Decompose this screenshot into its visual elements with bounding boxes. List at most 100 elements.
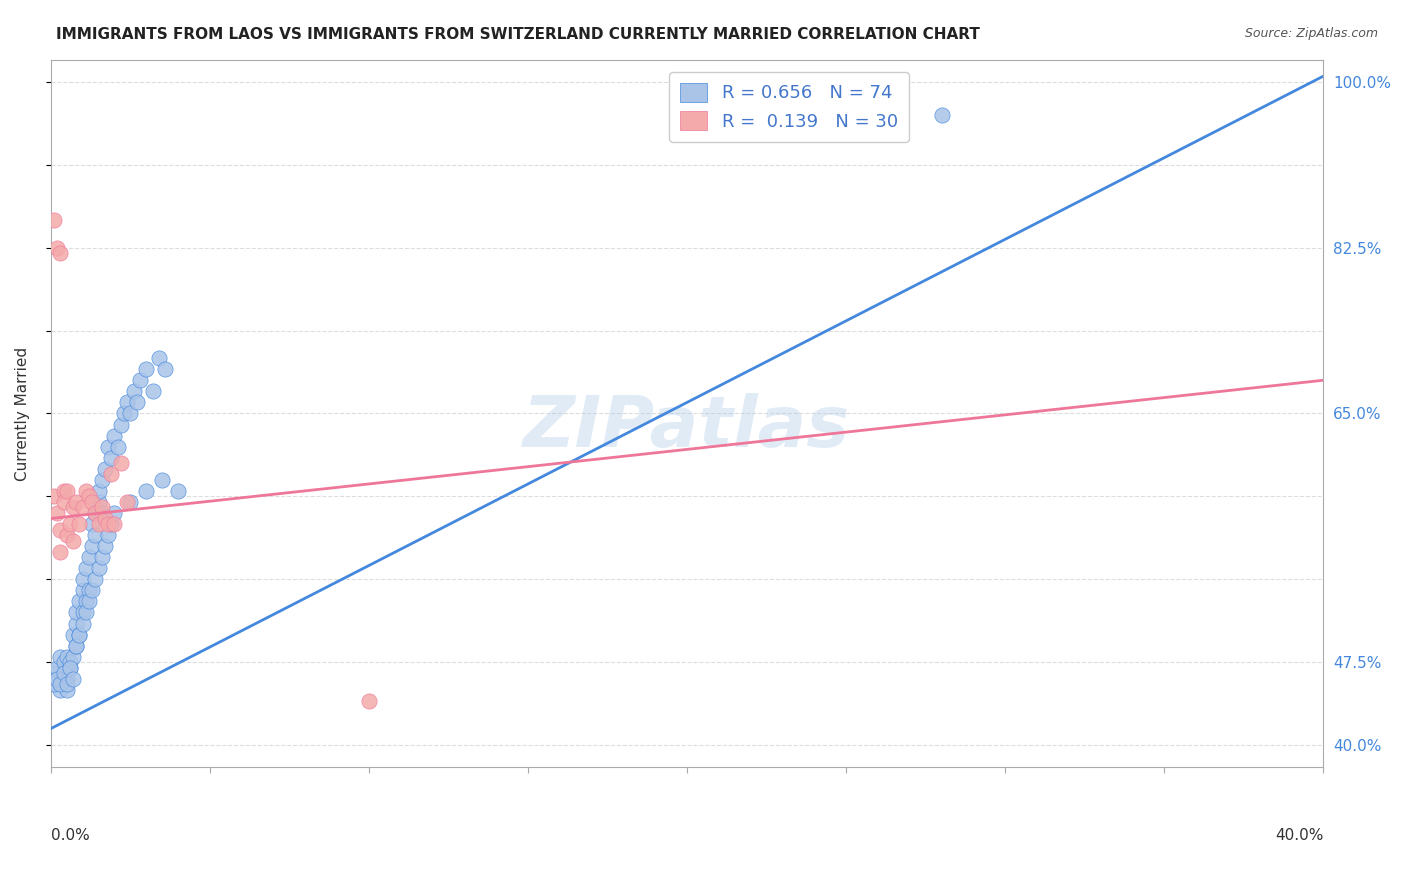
Point xyxy=(52,672,75,686)
Point xyxy=(75,606,97,620)
Point xyxy=(155,362,177,376)
Text: 40.0%: 40.0% xyxy=(1275,828,1323,843)
Point xyxy=(135,362,157,376)
Point xyxy=(142,384,165,399)
Point xyxy=(82,583,104,598)
Point xyxy=(87,561,110,575)
Point xyxy=(77,550,100,565)
Point xyxy=(72,500,94,515)
Point xyxy=(52,483,75,498)
Point xyxy=(122,384,145,399)
Point xyxy=(42,666,65,681)
Point xyxy=(167,483,190,498)
Point xyxy=(49,682,72,697)
Point xyxy=(84,506,107,520)
Point xyxy=(59,516,82,531)
Point xyxy=(72,572,94,586)
Point xyxy=(87,483,110,498)
Text: Source: ZipAtlas.com: Source: ZipAtlas.com xyxy=(1244,27,1378,40)
Point xyxy=(82,495,104,509)
Point xyxy=(97,528,120,542)
Point xyxy=(97,516,120,531)
Point xyxy=(65,495,87,509)
Point xyxy=(59,661,82,675)
Point xyxy=(94,461,117,475)
Point xyxy=(90,473,112,487)
Point xyxy=(49,544,72,558)
Point xyxy=(65,639,87,653)
Legend: R = 0.656   N = 74, R =  0.139   N = 30: R = 0.656 N = 74, R = 0.139 N = 30 xyxy=(669,72,908,142)
Point xyxy=(100,467,122,482)
Point xyxy=(49,246,72,260)
Point xyxy=(62,500,84,515)
Point xyxy=(77,489,100,503)
Point xyxy=(115,395,138,409)
Point xyxy=(77,583,100,598)
Point xyxy=(87,516,110,531)
Text: ZIPatlas: ZIPatlas xyxy=(523,393,851,462)
Point xyxy=(46,506,69,520)
Point xyxy=(55,649,77,664)
Point xyxy=(52,655,75,669)
Point xyxy=(90,506,112,520)
Point xyxy=(49,649,72,664)
Point xyxy=(103,506,125,520)
Point xyxy=(72,616,94,631)
Point xyxy=(97,440,120,454)
Point xyxy=(62,672,84,686)
Point xyxy=(84,506,107,520)
Point xyxy=(77,594,100,608)
Point xyxy=(59,661,82,675)
Point xyxy=(69,627,91,641)
Point xyxy=(62,649,84,664)
Point xyxy=(55,677,77,691)
Point xyxy=(75,594,97,608)
Point xyxy=(125,395,148,409)
Point xyxy=(52,666,75,681)
Point xyxy=(103,516,125,531)
Point xyxy=(65,639,87,653)
Point xyxy=(69,516,91,531)
Point xyxy=(69,594,91,608)
Point xyxy=(55,528,77,542)
Point xyxy=(103,428,125,442)
Point xyxy=(94,539,117,553)
Point xyxy=(110,456,132,470)
Point xyxy=(42,213,65,227)
Point xyxy=(55,672,77,686)
Point xyxy=(42,489,65,503)
Point xyxy=(100,450,122,465)
Point xyxy=(49,677,72,691)
Point xyxy=(75,483,97,498)
Point xyxy=(42,677,65,691)
Point xyxy=(115,495,138,509)
Point xyxy=(65,616,87,631)
Point xyxy=(55,483,77,498)
Point xyxy=(120,495,142,509)
Point xyxy=(82,516,104,531)
Point xyxy=(84,528,107,542)
Y-axis label: Currently Married: Currently Married xyxy=(15,346,30,481)
Point xyxy=(55,682,77,697)
Text: 0.0%: 0.0% xyxy=(51,828,90,843)
Point xyxy=(110,417,132,432)
Point xyxy=(148,351,170,366)
Point xyxy=(90,500,112,515)
Point xyxy=(120,407,142,421)
Point xyxy=(100,516,122,531)
Point xyxy=(62,627,84,641)
Point xyxy=(107,440,129,454)
Point xyxy=(59,655,82,669)
Point xyxy=(65,606,87,620)
Point xyxy=(90,550,112,565)
Point xyxy=(75,561,97,575)
Point xyxy=(150,473,173,487)
Point xyxy=(82,539,104,553)
Point xyxy=(129,373,152,387)
Point xyxy=(62,533,84,548)
Point xyxy=(112,407,135,421)
Point xyxy=(49,523,72,537)
Point xyxy=(87,495,110,509)
Point xyxy=(72,583,94,598)
Point xyxy=(46,661,69,675)
